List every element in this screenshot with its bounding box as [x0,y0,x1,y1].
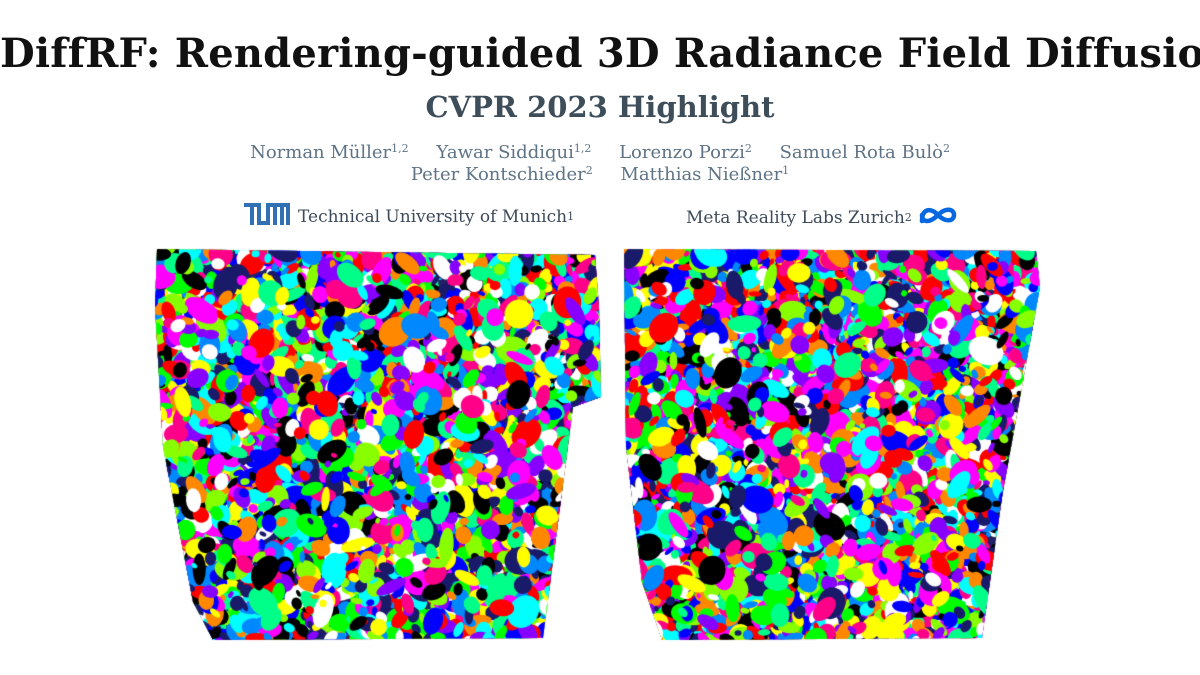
affiliation-meta: Meta Reality Labs Zurich 2 [686,203,958,232]
author-name: Lorenzo Porzi [619,142,745,163]
author: Yawar Siddiqui1,2 [436,142,591,163]
author-list-row-1: Norman Müller1,2 Yawar Siddiqui1,2 Loren… [0,142,1200,163]
affiliation-name: Technical University of Munich [298,206,568,227]
author: Samuel Rota Bulò2 [780,142,950,163]
radiance-field-noise-render-left [153,247,603,642]
author-name: Peter Kontschieder [410,164,586,185]
affiliation-mark: 2 [904,211,912,224]
affiliation-tum: Technical University of Munich 1 [244,203,574,230]
page-title: DiffRF: Rendering-guided 3D Radiance Fie… [0,30,1200,77]
author-affiliation-mark: 2 [744,142,752,155]
author-name: Samuel Rota Bulò [779,142,943,163]
author-affiliation-mark: 2 [942,142,950,155]
author: Norman Müller1,2 [250,142,409,163]
author-name: Norman Müller [250,142,392,163]
author-affiliation-mark: 1,2 [391,142,409,155]
author-affiliation-mark: 1 [782,164,790,177]
affiliation-name: Meta Reality Labs Zurich [686,207,905,228]
affiliation-mark: 1 [567,210,575,223]
author-affiliation-mark: 2 [585,164,593,177]
meta-infinity-logo [918,203,958,232]
author-affiliation-mark: 1,2 [573,142,592,155]
author-name: Yawar Siddiqui [436,142,574,163]
radiance-field-noise-render-right [622,247,1042,642]
tum-logo [244,203,290,230]
author-list-row-2: Peter Kontschieder2 Matthias Nießner1 [0,164,1200,185]
author-name: Matthias Nießner [620,164,783,185]
author: Peter Kontschieder2 [411,164,593,185]
author: Matthias Nießner1 [620,164,789,185]
author: Lorenzo Porzi2 [619,142,752,163]
page-subtitle: CVPR 2023 Highlight [425,90,775,124]
